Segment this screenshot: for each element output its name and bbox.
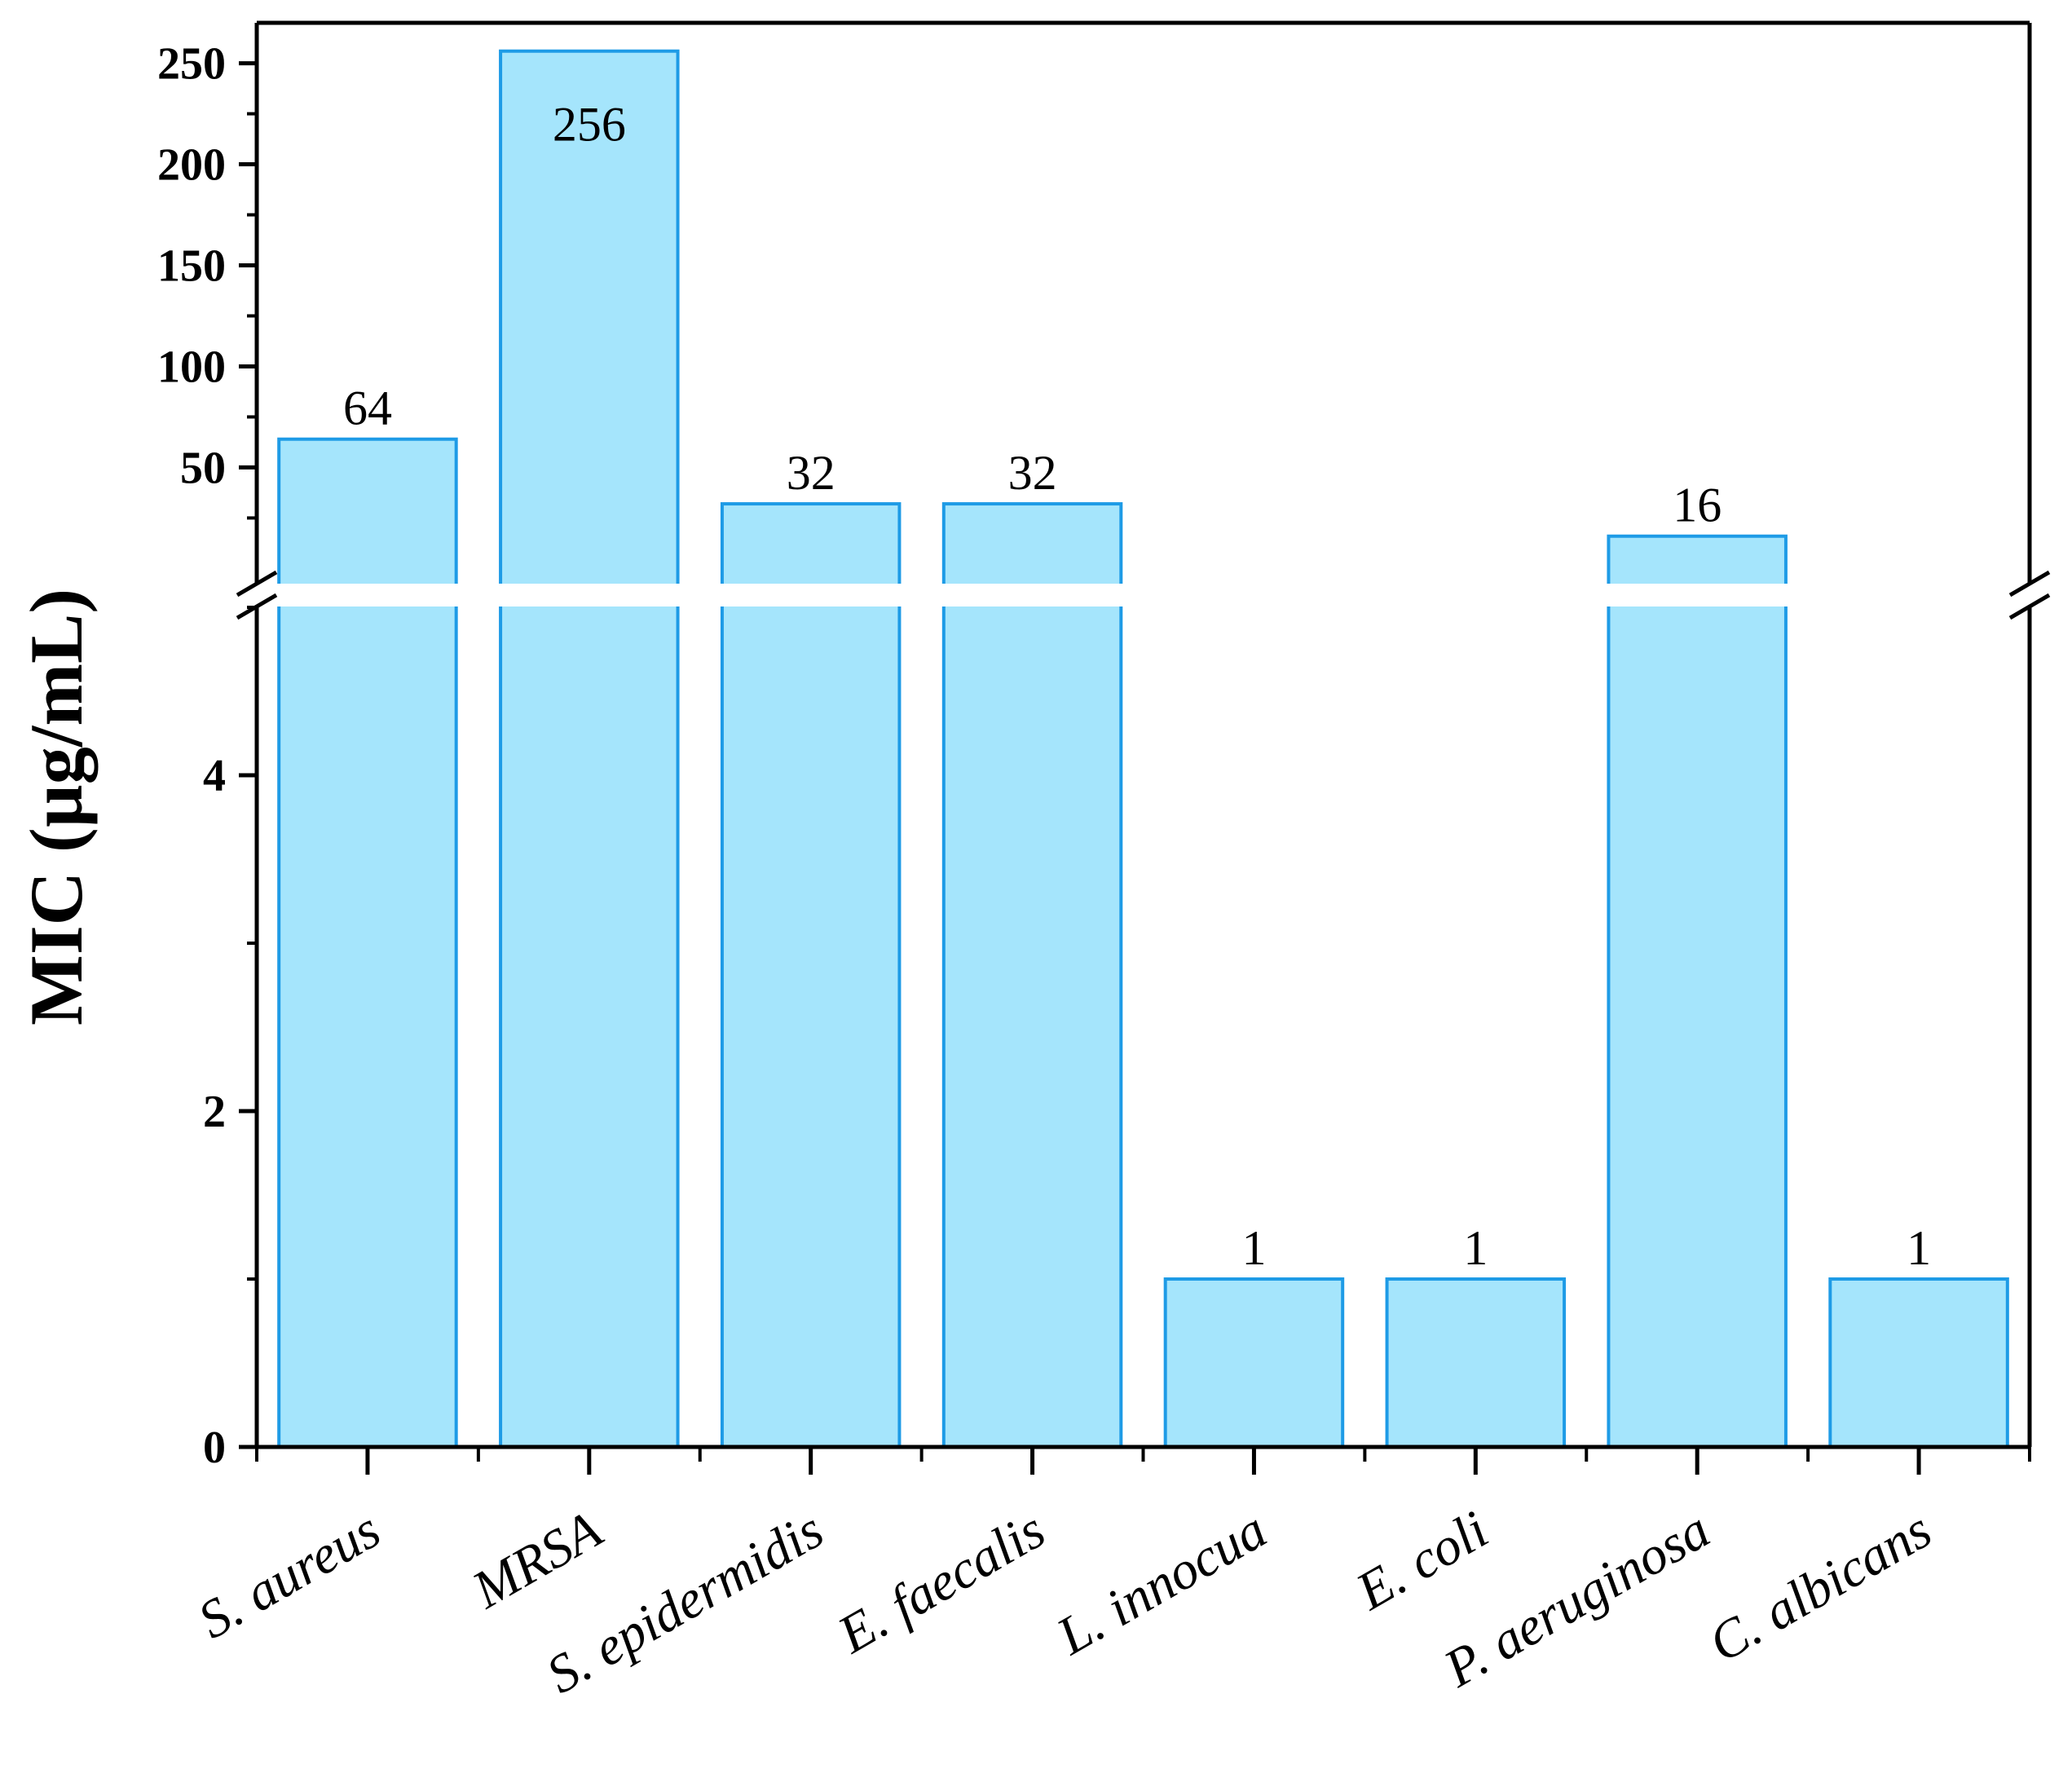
y-tick-label-upper-1: 100 bbox=[157, 342, 226, 392]
bar-3 bbox=[941, 502, 1123, 1449]
y-tick-label-lower-1: 2 bbox=[203, 1087, 226, 1137]
y-tick-label-upper-2: 150 bbox=[157, 241, 226, 292]
y-tick-label-lower-2: 4 bbox=[203, 751, 226, 801]
data-label-2: 32 bbox=[787, 446, 835, 500]
data-label-1: 256 bbox=[553, 98, 626, 152]
x-tick-label-5: E. coli bbox=[1346, 1500, 1498, 1622]
data-label-0: 64 bbox=[343, 382, 392, 435]
y-tick-label-upper-4: 250 bbox=[157, 39, 226, 90]
x-tick-label-0: S. aureus bbox=[188, 1500, 390, 1651]
axis-break-gap bbox=[255, 584, 2031, 606]
bar-2 bbox=[720, 502, 902, 1449]
bars bbox=[277, 49, 2009, 1449]
bar-6 bbox=[1607, 534, 1788, 1449]
y-tick-label-lower-0: 0 bbox=[203, 1423, 226, 1473]
bar-0 bbox=[277, 437, 458, 1449]
y-tick-label-upper-0: 50 bbox=[180, 443, 226, 493]
y-axis-title: MIC (µg/mL) bbox=[15, 589, 98, 1026]
data-label-7: 1 bbox=[1907, 1221, 1931, 1275]
data-label-5: 1 bbox=[1463, 1221, 1488, 1275]
bar-7 bbox=[1828, 1277, 2009, 1449]
bar-4 bbox=[1163, 1277, 1345, 1449]
x-tick-label-3: E. faecalis bbox=[827, 1500, 1055, 1665]
data-labels: 64 256 32 32 1 1 16 1 bbox=[343, 98, 1931, 1275]
y-tick-label-upper-3: 200 bbox=[157, 140, 226, 191]
x-tick-label-7: C. albicans bbox=[1699, 1500, 1942, 1674]
bar-1 bbox=[499, 49, 680, 1449]
x-tick-label-1: MRSA bbox=[462, 1499, 612, 1620]
x-tick-label-4: L. innocua bbox=[1047, 1500, 1276, 1667]
axis-break bbox=[236, 570, 2051, 620]
data-label-3: 32 bbox=[1008, 446, 1057, 500]
data-label-4: 1 bbox=[1241, 1221, 1266, 1275]
bar-5 bbox=[1385, 1277, 1567, 1449]
data-label-6: 16 bbox=[1673, 479, 1722, 532]
